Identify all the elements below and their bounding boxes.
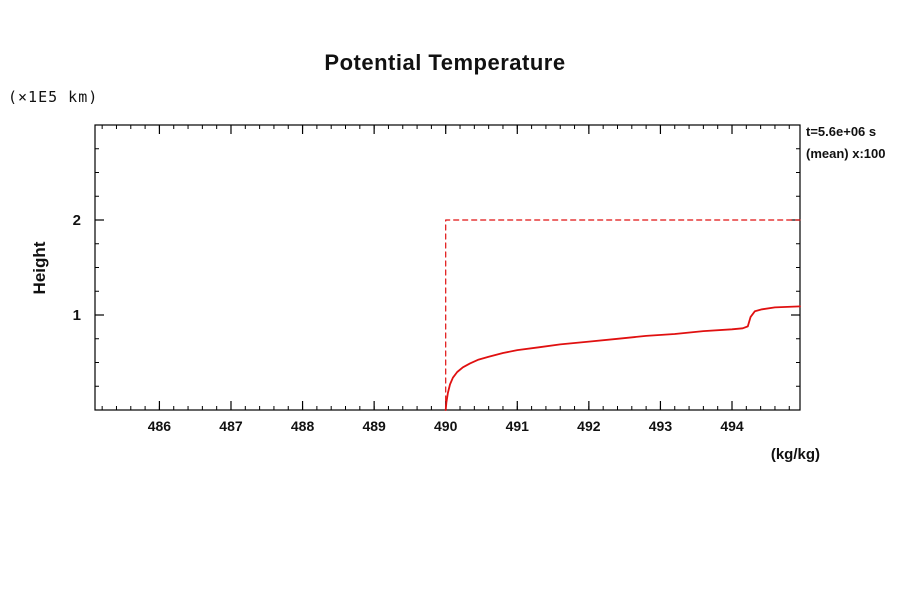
x-tick-label: 487 — [219, 418, 243, 434]
annotation-mean: (mean) x:100 — [806, 146, 886, 161]
x-tick-label: 488 — [291, 418, 315, 434]
x-tick-label: 492 — [577, 418, 601, 434]
plot-frame — [94, 124, 801, 411]
x-tick-label: 493 — [649, 418, 673, 434]
y-tick-label: 1 — [73, 307, 81, 324]
reference-profile-line — [445, 219, 801, 411]
mean-profile-line — [444, 305, 801, 411]
x-tick-label: 489 — [362, 418, 386, 434]
x-axis-label: (kg/kg) — [770, 446, 820, 463]
x-tick-label: 486 — [148, 418, 172, 434]
x-tick-label: 491 — [506, 418, 530, 434]
y-axis-units-label: (×1E5 km) — [8, 88, 99, 106]
y-tick-label: 2 — [73, 212, 81, 229]
x-tick-label: 490 — [434, 418, 458, 434]
annotation-time: t=5.6e+06 s — [806, 124, 877, 139]
x-tick-label: 494 — [720, 418, 744, 434]
chart-title: Potential Temperature — [324, 50, 566, 75]
